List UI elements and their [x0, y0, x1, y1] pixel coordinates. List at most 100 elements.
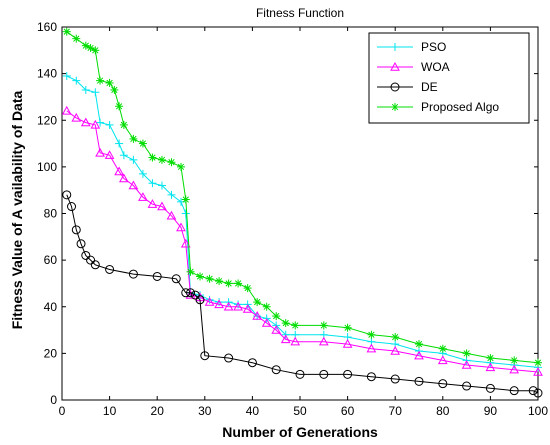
x-tick-label: 40 [246, 404, 260, 418]
data-point-de [319, 369, 329, 379]
data-point-pso [72, 76, 81, 85]
data-point-woa [280, 334, 291, 344]
data-point-de [366, 372, 376, 382]
data-point-de [67, 202, 77, 212]
y-tick-label: 40 [44, 300, 58, 314]
data-point-proposed-algo [62, 27, 71, 36]
data-point-pso [129, 155, 138, 164]
data-point-proposed-algo [281, 319, 290, 328]
legend: PSO WOA DE Proposed Algo [368, 32, 530, 124]
data-point-woa [533, 366, 543, 376]
legend-entry-de: DE [377, 80, 438, 94]
legend-entry-woa: WOA [377, 60, 450, 74]
data-point-woa [157, 201, 167, 211]
data-point-woa [437, 355, 448, 365]
y-tick-label: 160 [37, 20, 57, 34]
y-axis-ticks: 0 20 40 60 80 100 120 140 160 [37, 20, 538, 407]
data-point-woa [180, 238, 191, 248]
data-point-woa [95, 147, 105, 157]
data-point-woa [271, 325, 282, 334]
chart-title: Fitness Function [256, 6, 344, 20]
data-point-woa [80, 117, 91, 127]
series-line-de [66, 194, 539, 394]
data-point-pso [138, 169, 147, 178]
data-point-de [462, 381, 472, 391]
data-point-pso [62, 71, 71, 80]
data-point-de [195, 295, 205, 305]
data-point-pso [91, 88, 100, 97]
data-point-de [224, 353, 234, 363]
legend-label-de: DE [421, 80, 438, 94]
legend-marker-proposed-algo [391, 103, 399, 111]
data-point-proposed-algo [105, 78, 114, 87]
legend-entry-proposed-algo: Proposed Algo [377, 100, 499, 114]
legend-marker-pso [391, 43, 399, 51]
series-layer [61, 27, 543, 398]
data-point-proposed-algo [96, 76, 105, 85]
data-point-woa [290, 336, 301, 346]
data-point-de [190, 290, 200, 300]
data-point-woa [414, 350, 424, 360]
data-point-proposed-algo [91, 46, 100, 55]
data-point-woa [342, 339, 353, 348]
data-point-de [528, 386, 538, 396]
data-point-woa [261, 318, 272, 327]
data-point-woa [185, 290, 196, 299]
data-point-de [86, 255, 96, 265]
data-point-woa [214, 299, 224, 309]
series-woa [61, 105, 543, 376]
data-point-pso [115, 139, 124, 148]
data-point-proposed-algo [72, 34, 81, 43]
data-point-pso [119, 151, 128, 160]
x-tick-label: 100 [528, 404, 548, 418]
data-point-woa [485, 362, 496, 372]
data-point-proposed-algo [119, 120, 128, 129]
data-point-woa [204, 297, 215, 306]
legend-label-proposed-algo: Proposed Algo [421, 100, 499, 114]
data-point-woa [366, 343, 377, 353]
series-line-woa [66, 110, 539, 373]
data-point-proposed-algo [234, 279, 243, 288]
data-point-woa [61, 105, 72, 115]
data-point-de [62, 190, 72, 200]
data-point-de [90, 260, 100, 270]
data-point-woa [252, 311, 263, 320]
data-point-woa [71, 112, 82, 122]
data-point-proposed-algo [243, 284, 252, 293]
data-point-de [295, 369, 305, 379]
data-point-woa [128, 180, 139, 190]
x-tick-label: 50 [293, 404, 307, 418]
data-point-proposed-algo [486, 354, 495, 363]
data-point-woa [176, 222, 186, 232]
data-point-woa [147, 199, 158, 208]
legend-marker-woa [390, 61, 400, 71]
data-point-proposed-algo [110, 85, 119, 94]
data-point-proposed-algo [181, 195, 190, 204]
legend-label-pso: PSO [421, 40, 446, 54]
data-point-de [71, 225, 81, 235]
data-point-proposed-algo [438, 344, 447, 353]
series-de [62, 190, 543, 398]
y-tick-label: 120 [37, 113, 57, 127]
data-point-proposed-algo [253, 298, 262, 307]
data-point-proposed-algo [148, 153, 157, 162]
data-point-de [81, 250, 91, 260]
data-point-proposed-algo [462, 349, 471, 358]
data-point-proposed-algo [129, 134, 138, 143]
data-point-de [128, 269, 138, 279]
data-point-de [186, 288, 196, 298]
data-point-proposed-algo [157, 155, 166, 164]
data-point-woa [166, 210, 177, 220]
data-point-proposed-algo [215, 277, 224, 286]
data-point-de [247, 358, 257, 368]
data-point-de [152, 271, 162, 281]
data-point-proposed-algo [510, 356, 519, 365]
data-point-proposed-algo [391, 333, 400, 342]
data-point-pso [81, 85, 90, 94]
y-tick-label: 60 [44, 253, 58, 267]
y-tick-label: 140 [37, 67, 57, 81]
data-point-de [76, 239, 86, 249]
data-point-de [200, 351, 210, 361]
legend-marker-de [390, 82, 400, 92]
series-proposed-algo [62, 27, 542, 367]
